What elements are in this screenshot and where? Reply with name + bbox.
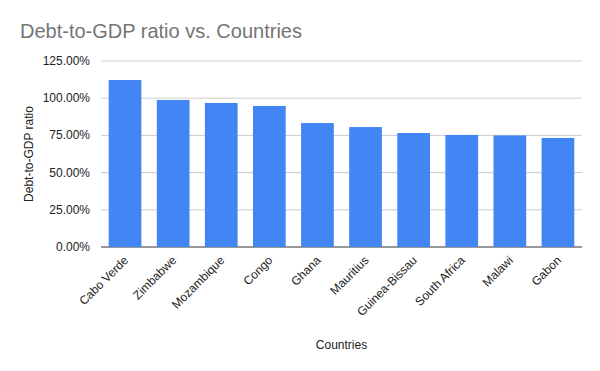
bar [445,135,478,247]
bars [109,80,575,247]
y-tick-label: 0.00% [56,240,90,254]
y-tick-label: 100.00% [43,91,91,105]
bar [493,135,526,247]
background [0,0,600,371]
y-tick-label: 125.00% [43,54,91,68]
x-tick-label: Congo [241,253,276,288]
grid-line [101,61,582,62]
x-tick-label: Cabo Verde [76,253,131,308]
y-tick-label: 75.00% [49,128,90,142]
bar [349,127,382,247]
bar [157,100,190,247]
y-tick-label: 50.00% [49,166,90,180]
x-tick-label: Mauritius [327,253,371,297]
y-axis-title: Debt-to-GDP ratio [22,106,36,202]
x-tick-label: Mozambique [169,253,228,312]
bar [542,138,575,247]
bar [301,123,334,247]
x-tick-label: Zimbabwe [130,253,179,302]
grid [101,61,582,247]
y-tick-label: 25.00% [49,203,90,217]
grid-line [101,98,582,99]
bar [205,103,238,247]
x-tick-label: Guinea-Bissau [354,253,420,319]
bar [109,80,142,247]
x-axis-title: Countries [316,338,367,352]
title: Debt-to-GDP ratio vs. Countries [20,20,302,42]
bar [397,133,430,247]
x-tick-label: Ghana [288,253,324,289]
x-tick-label: Malawi [480,253,516,289]
x-tick-label: Gabon [529,253,564,288]
bar [253,106,286,247]
x-tick-label: South Africa [412,253,468,309]
chart: Debt-to-GDP ratio vs. Countries 0.00% 25.0… [0,0,600,371]
